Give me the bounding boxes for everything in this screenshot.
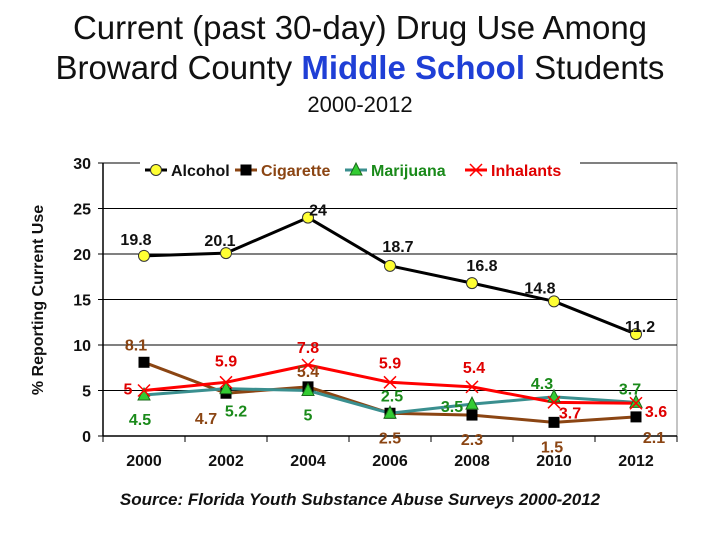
source-note: Source: Florida Youth Substance Abuse Su… <box>119 490 601 509</box>
data-label-alcohol: 18.7 <box>382 239 413 256</box>
marker-cigarette <box>630 411 642 423</box>
marker-inhalants <box>465 380 479 394</box>
y-tick-label: 10 <box>73 338 91 355</box>
data-label-alcohol: 14.8 <box>524 280 555 297</box>
marker-inhalants <box>629 396 643 410</box>
legend-marker-cigarette <box>240 164 252 176</box>
title-line-2-start: Broward County <box>55 49 302 86</box>
data-label-alcohol: 11.2 <box>625 319 655 336</box>
x-tick-label: 2008 <box>454 453 490 470</box>
legend-entry-marijuana: Marijuana <box>371 163 446 180</box>
x-tick-label: 2004 <box>290 453 326 470</box>
y-tick-label: 15 <box>73 293 91 310</box>
data-label-marijuana: 5.2 <box>225 404 247 421</box>
y-axis-title: % Reporting Current Use <box>30 205 47 395</box>
marker-alcohol <box>220 247 232 260</box>
marker-marijuana <box>301 382 315 396</box>
data-label-alcohol: 20.1 <box>204 233 235 250</box>
x-tick-label: 2006 <box>372 453 408 470</box>
data-label-alcohol: 24 <box>309 203 327 220</box>
legend-entry-inhalants: Inhalants <box>491 163 561 180</box>
y-tick-label: 5 <box>82 384 91 401</box>
legend-marker-inhalants <box>469 163 483 177</box>
data-label-cigarette: 1.5 <box>541 439 563 456</box>
y-tick-label: 0 <box>82 429 91 446</box>
legend-marker-alcohol <box>150 164 162 176</box>
legend-marker-marijuana <box>349 161 363 176</box>
data-label-marijuana: 4.5 <box>129 412 151 429</box>
marker-marijuana <box>629 394 643 408</box>
data-label-marijuana: 2.5 <box>381 388 403 405</box>
marker-cigarette <box>138 356 150 368</box>
marker-cigarette <box>548 416 560 428</box>
data-label-inhalants: 5.9 <box>215 353 237 370</box>
data-label-alcohol: 19.8 <box>120 232 151 249</box>
marker-marijuana <box>383 405 397 419</box>
data-label-cigarette: 4.7 <box>195 411 217 428</box>
marker-inhalants <box>301 358 315 372</box>
chart-subtitle: 2000-2012 <box>307 92 413 117</box>
marker-inhalants <box>219 375 233 389</box>
data-label-cigarette: 5.4 <box>297 364 319 381</box>
data-label-inhalants: 5.4 <box>463 360 485 377</box>
data-label-cigarette: 2.1 <box>643 430 665 447</box>
chart-title: Current (past 30-day) Drug Use Among Bro… <box>0 8 720 120</box>
data-label-marijuana: 5 <box>304 408 313 425</box>
x-tick-label: 2000 <box>126 453 162 470</box>
marker-inhalants <box>383 375 397 389</box>
data-label-inhalants: 3.7 <box>559 405 581 422</box>
y-tick-label: 30 <box>73 156 91 173</box>
data-label-marijuana: 4.3 <box>531 376 553 393</box>
y-tick-label: 20 <box>73 247 91 264</box>
legend-entry-alcohol: Alcohol <box>171 163 230 180</box>
marker-marijuana <box>465 396 479 410</box>
marker-marijuana <box>219 380 233 395</box>
data-label-cigarette: 2.3 <box>461 432 483 449</box>
marker-cigarette <box>466 409 478 421</box>
data-label-cigarette: 8.1 <box>125 337 147 354</box>
title-line-2-end: Students <box>525 49 665 86</box>
x-tick-label: 2002 <box>208 453 244 470</box>
marker-alcohol <box>630 328 642 341</box>
marker-inhalants <box>137 383 151 398</box>
x-tick-label: 2010 <box>536 453 572 470</box>
data-label-inhalants: 5.9 <box>379 355 401 372</box>
marker-alcohol <box>384 259 396 272</box>
data-label-alcohol: 16.8 <box>466 258 497 275</box>
title-highlight: Middle School <box>301 49 525 86</box>
data-label-inhalants: 7.8 <box>297 340 319 357</box>
marker-alcohol <box>466 277 478 290</box>
marker-inhalants <box>547 395 561 409</box>
marker-alcohol <box>302 211 314 224</box>
data-label-cigarette: 2.5 <box>379 430 401 447</box>
x-tick-label: 2012 <box>618 453 654 470</box>
title-line-2: Broward County Middle School Students <box>0 48 720 88</box>
data-label-marijuana: 3.7 <box>619 381 641 398</box>
title-line-1: Current (past 30-day) Drug Use Among <box>72 9 648 46</box>
data-label-inhalants: 3.6 <box>645 404 667 421</box>
data-label-inhalants: 5 <box>124 382 133 399</box>
data-label-marijuana: 3.5 <box>441 399 463 416</box>
marker-alcohol <box>138 249 150 262</box>
y-tick-label: 25 <box>73 202 91 219</box>
legend-entry-cigarette: Cigarette <box>261 163 330 180</box>
marker-alcohol <box>548 295 560 308</box>
